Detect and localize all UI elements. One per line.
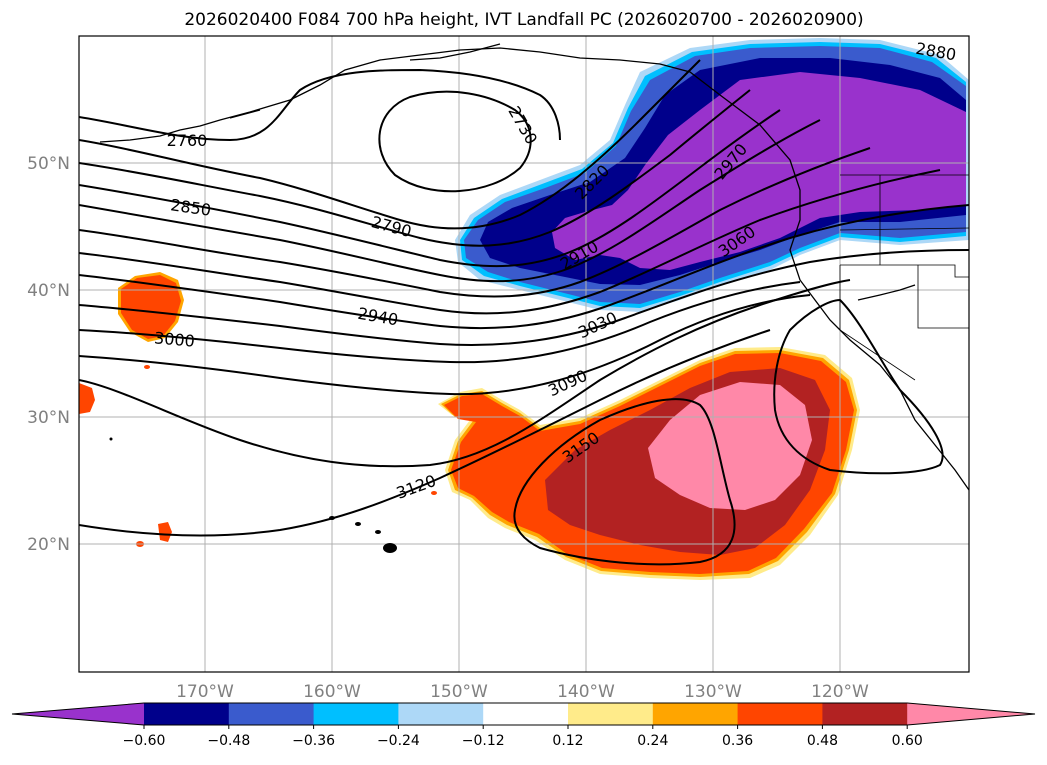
colorbar-segment bbox=[144, 703, 230, 725]
colorbar-tick-label: 0.12 bbox=[552, 733, 583, 749]
lon-label: 120°W bbox=[811, 682, 869, 702]
colorbar-tick-label: 0.36 bbox=[722, 733, 753, 749]
lon-label: 140°W bbox=[557, 682, 615, 702]
lat-label: 40°N bbox=[27, 281, 70, 301]
contour-3120 bbox=[79, 329, 771, 537]
lon-label: 130°W bbox=[684, 682, 742, 702]
colorbar-tick-label: −0.48 bbox=[207, 733, 250, 749]
contour-3030 bbox=[79, 294, 811, 396]
colorbar-tick-label: 0.24 bbox=[637, 733, 668, 749]
colorbar-segment bbox=[398, 703, 484, 725]
lat-label: 50°N bbox=[27, 154, 70, 174]
map-frame bbox=[78, 35, 970, 673]
colorbar-segment bbox=[822, 703, 908, 725]
latitude-labels: 50°N 40°N 30°N 20°N bbox=[27, 154, 70, 555]
colorbar-extend-min bbox=[12, 703, 144, 725]
lat-label: 30°N bbox=[27, 408, 70, 428]
colorbar-tick-label: −0.60 bbox=[123, 733, 166, 749]
lon-label: 170°W bbox=[176, 682, 234, 702]
colorbar-extend-max bbox=[907, 703, 1035, 725]
lon-label: 150°W bbox=[430, 682, 488, 702]
colorbar-tick-label: −0.12 bbox=[462, 733, 505, 749]
colorbar-segment bbox=[228, 703, 315, 725]
colorbar-segment bbox=[652, 703, 739, 725]
contour-label: 2760 bbox=[167, 131, 208, 150]
colorbar-tick-label: 0.60 bbox=[892, 733, 923, 749]
contour-3090 bbox=[79, 279, 851, 468]
colorbar-segment bbox=[737, 703, 823, 725]
contour-3150 bbox=[513, 398, 736, 566]
colorbar-tick-label: −0.36 bbox=[292, 733, 335, 749]
colorbar: −0.60 −0.48 −0.36 −0.24 −0.12 0.12 0.24 0.36 0.4… bbox=[11, 702, 1036, 749]
colorbar-tick-label: 0.48 bbox=[807, 733, 838, 749]
lon-label: 160°W bbox=[303, 682, 361, 702]
contour-3000 bbox=[79, 281, 801, 364]
colorbar-segment bbox=[568, 703, 654, 725]
contour-label: 3000 bbox=[153, 328, 195, 350]
colorbar-segment bbox=[313, 703, 399, 725]
contour-2730 bbox=[378, 90, 532, 193]
colorbar-segment bbox=[483, 703, 569, 725]
borders bbox=[839, 174, 969, 381]
map-title: 2026020400 F084 700 hPa height, IVT Land… bbox=[184, 10, 863, 30]
coastlines bbox=[99, 43, 969, 491]
map-panel: 2730 2760 2790 2820 2850 2880 2910 2940 … bbox=[79, 36, 969, 672]
contour-2760 bbox=[79, 68, 561, 142]
lat-label: 20°N bbox=[27, 535, 70, 555]
colorbar-tick-label: −0.24 bbox=[377, 733, 420, 749]
positive-ivt-region bbox=[438, 347, 860, 580]
height-contours bbox=[79, 59, 969, 566]
longitude-labels: 170°W 160°W 150°W 140°W 130°W 120°W bbox=[176, 682, 869, 702]
contour-3180 bbox=[773, 298, 944, 475]
